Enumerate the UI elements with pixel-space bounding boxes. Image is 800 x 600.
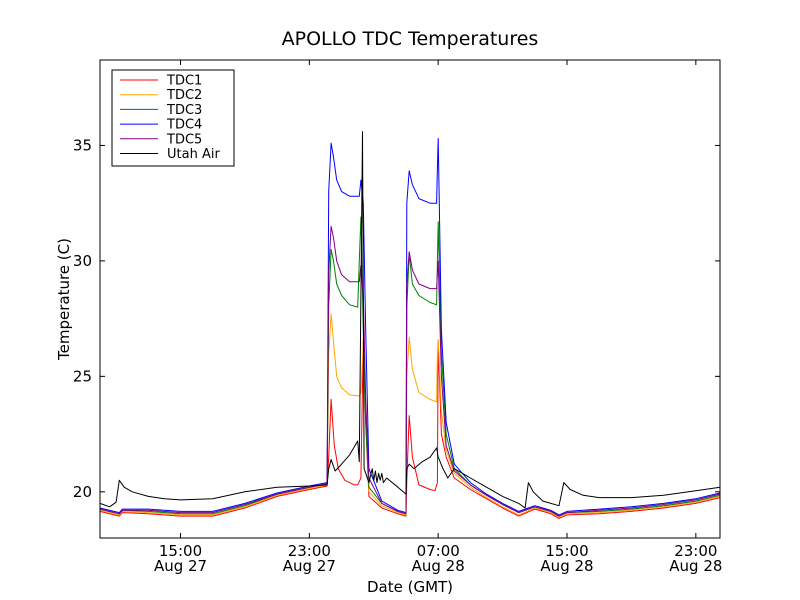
x-tick-label-date: Aug 28 [669, 557, 722, 575]
series-layer [99, 131, 721, 519]
y-tick-label: 25 [73, 367, 92, 385]
y-tick-label: 35 [73, 136, 92, 154]
series-line-tdc5 [99, 225, 721, 517]
x-tick-label-date: Aug 27 [154, 557, 207, 575]
x-tick-label-time: 15:00 [159, 542, 202, 560]
x-tick-label-time: 23:00 [288, 542, 331, 560]
x-tick-label-time: 15:00 [545, 542, 588, 560]
series-line-tdc4 [99, 138, 721, 516]
x-axis-label: Date (GMT) [367, 578, 453, 596]
series-line-tdc3 [99, 216, 721, 517]
plot-frame [99, 59, 721, 539]
x-tick-label-date: Aug 27 [283, 557, 336, 575]
x-tick-label-time: 07:00 [417, 542, 460, 560]
legend-box [111, 69, 235, 167]
legend-label-tdc2: TDC2 [166, 88, 202, 103]
y-tick-label: 30 [73, 252, 92, 270]
x-tick-label-date: Aug 28 [412, 557, 465, 575]
legend-label-tdc5: TDC5 [166, 132, 202, 147]
series-line-tdc2 [99, 313, 721, 518]
y-tick-label: 20 [73, 483, 92, 501]
legend-label-tdc3: TDC3 [166, 103, 202, 118]
x-tick-label-date: Aug 28 [540, 557, 593, 575]
legend-label-utah-air: Utah Air [167, 147, 220, 162]
legend-label-tdc1: TDC1 [166, 74, 202, 89]
series-line-tdc1 [99, 338, 721, 519]
series-line-utah-air [99, 131, 721, 509]
legend-label-tdc4: TDC4 [166, 118, 202, 133]
chart-title: APOLLO TDC Temperatures [282, 28, 539, 50]
y-axis-label: Temperature (C) [55, 238, 73, 361]
x-tick-label-time: 23:00 [674, 542, 717, 560]
